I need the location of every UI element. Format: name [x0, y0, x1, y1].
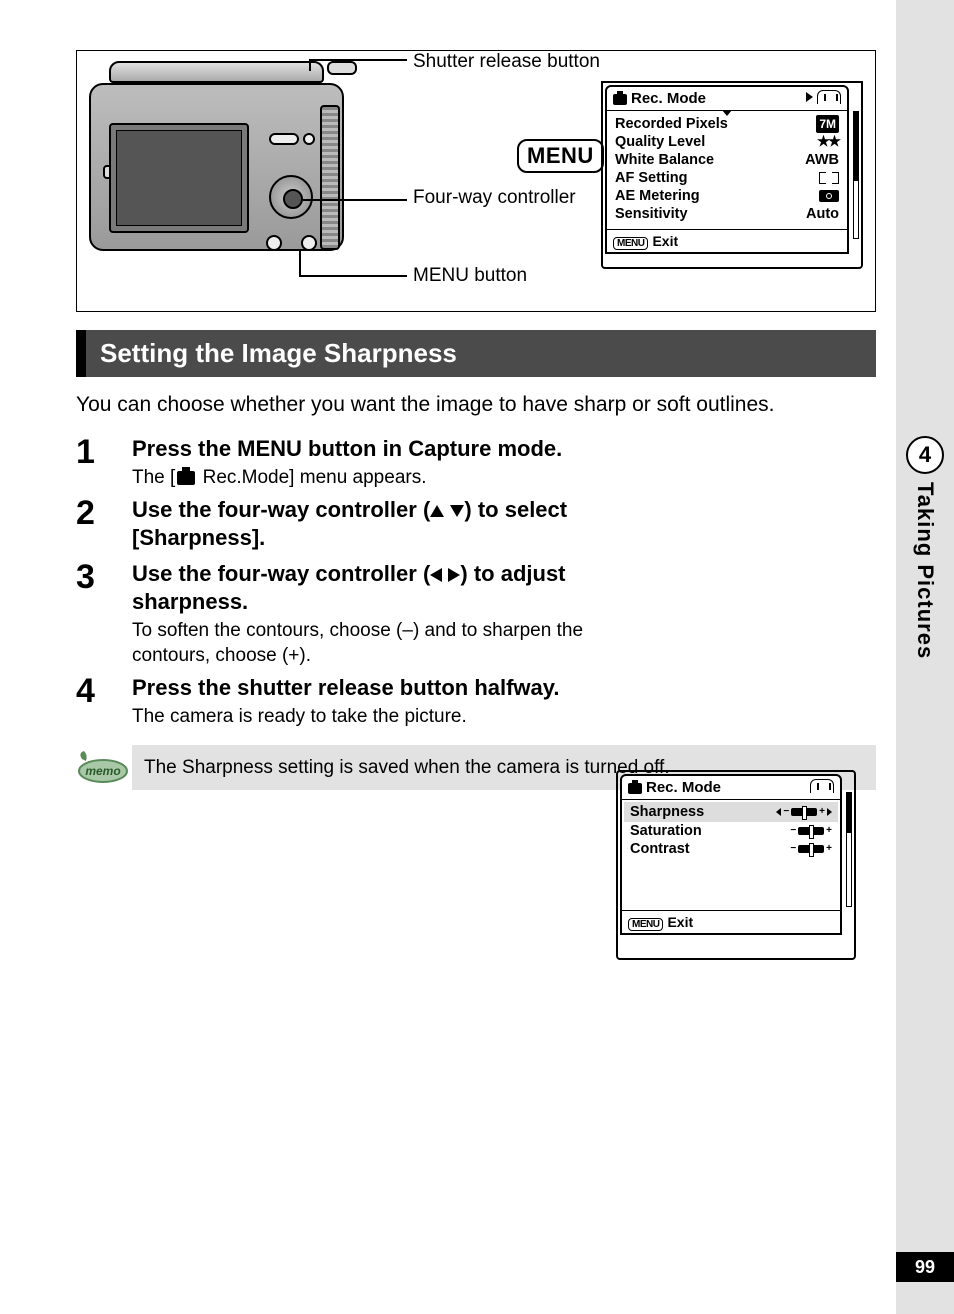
label-fourway: Four-way controller	[413, 187, 576, 209]
lcd1-footer: MENU Exit	[607, 229, 847, 252]
step-2: 2 Use the four-way controller ( ) to sel…	[76, 496, 876, 554]
step-2-title: Use the four-way controller ( ) to selec…	[132, 496, 642, 552]
lcd1-exit: Exit	[652, 233, 678, 249]
camera-icon	[613, 94, 627, 105]
chapter-tab: 4 Taking Pictures	[896, 436, 954, 659]
step-3-sub: To soften the contours, choose (–) and t…	[132, 618, 642, 668]
lcd-row: AF Setting	[615, 169, 839, 187]
lcd2-title: Rec. Mode	[646, 779, 721, 796]
lcd2-footer: MENU Exit	[622, 910, 840, 933]
lcd-tab-icon	[817, 90, 841, 104]
step-number: 1	[76, 435, 132, 490]
label-menu: MENU button	[413, 265, 527, 287]
lcd2-screen: Rec. Mode Sharpness−+Saturation−+Contras…	[620, 774, 842, 935]
chapter-title: Taking Pictures	[912, 482, 938, 659]
tab-arrow-icon	[806, 92, 813, 102]
camera-illustration	[89, 65, 369, 265]
up-icon	[430, 505, 444, 517]
lcd-row: Quality Level★★	[615, 133, 839, 151]
lcd-row: Saturation−+	[630, 822, 832, 840]
step-number: 3	[76, 560, 132, 668]
svg-text:memo: memo	[85, 764, 120, 778]
lcd1-header: Rec. Mode	[607, 87, 847, 111]
down-icon	[450, 505, 464, 517]
lcd2-exit: Exit	[667, 914, 693, 930]
section-heading: Setting the Image Sharpness	[76, 330, 876, 377]
lcd-row: Recorded Pixels7M	[615, 115, 839, 133]
menu-chip: MENU	[613, 237, 648, 250]
lcd1-screen: Rec. Mode Recorded Pixels7MQuality Level…	[605, 85, 849, 254]
lcd2-wrap: Rec. Mode Sharpness−+Saturation−+Contras…	[616, 770, 856, 960]
menu-chip: MENU	[628, 918, 663, 931]
lcd2-body: Sharpness−+Saturation−+Contrast−+	[622, 800, 840, 910]
step-4-title: Press the shutter release button halfway…	[132, 674, 642, 702]
step-1-title: Press the MENU button in Capture mode.	[132, 435, 876, 463]
step-4-sub: The camera is ready to take the picture.	[132, 704, 642, 729]
chapter-number: 4	[906, 436, 944, 474]
step-3: 3 Use the four-way controller ( ) to adj…	[76, 560, 876, 668]
right-icon	[448, 568, 460, 582]
page-number: 99	[896, 1252, 954, 1282]
lcd-row: SensitivityAuto	[615, 205, 839, 223]
step-number: 2	[76, 496, 132, 554]
steps-list: 1 Press the MENU button in Capture mode.…	[76, 435, 876, 729]
lcd1-title: Rec. Mode	[631, 90, 706, 107]
lcd-row: White BalanceAWB	[615, 151, 839, 169]
left-icon	[430, 568, 442, 582]
scroll-down-icon	[722, 110, 732, 116]
lcd-row: AE Metering	[615, 187, 839, 205]
memo-icon: memo	[76, 745, 132, 785]
step-3-title: Use the four-way controller ( ) to adjus…	[132, 560, 642, 616]
label-shutter: Shutter release button	[413, 51, 600, 73]
step-4: 4 Press the shutter release button halfw…	[76, 674, 876, 729]
intro-text: You can choose whether you want the imag…	[76, 391, 876, 419]
lcd-tab-icon	[810, 779, 834, 793]
diagram-box: Shutter release button Four-way controll…	[76, 50, 876, 312]
step-1: 1 Press the MENU button in Capture mode.…	[76, 435, 876, 490]
lcd1-body: Recorded Pixels7MQuality Level★★White Ba…	[607, 111, 847, 229]
lcd-row: Sharpness−+	[624, 802, 838, 822]
camera-icon	[628, 783, 642, 794]
step-1-sub: The [ Rec.Mode] menu appears.	[132, 465, 876, 490]
menu-badge: MENU	[517, 139, 604, 173]
lcd2-header: Rec. Mode	[622, 776, 840, 800]
lcd-row: Contrast−+	[630, 840, 832, 858]
step-number: 4	[76, 674, 132, 729]
camera-icon	[177, 471, 195, 485]
